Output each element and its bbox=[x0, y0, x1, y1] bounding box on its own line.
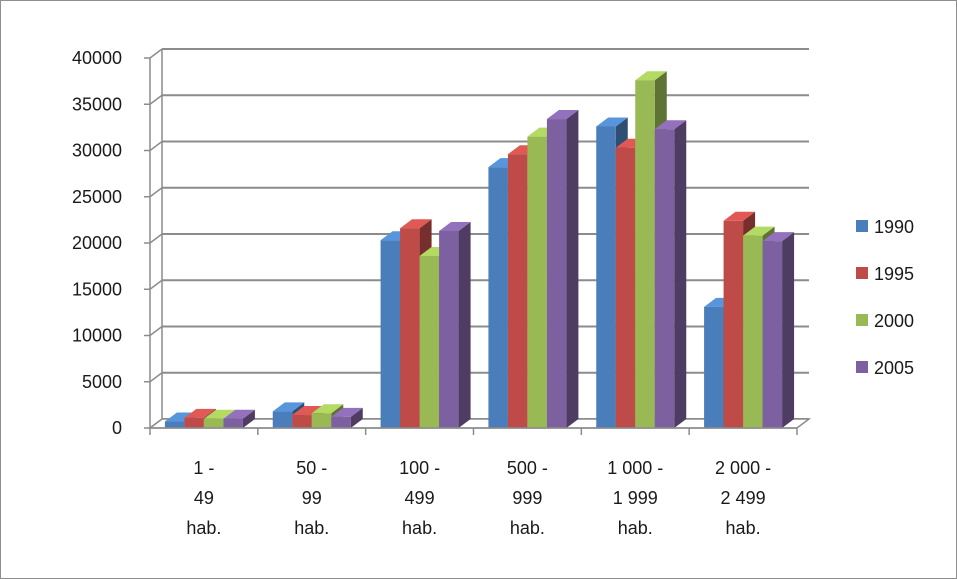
legend-label: 1990 bbox=[874, 217, 914, 237]
bar-2005-1 bbox=[331, 407, 363, 428]
y-tick-label: 15000 bbox=[72, 279, 122, 299]
bar-front bbox=[400, 228, 420, 428]
x-tick-label: 1 000 -1 999 hab. bbox=[607, 458, 663, 538]
bar-top bbox=[331, 407, 363, 417]
bar-front bbox=[439, 230, 459, 428]
bar-front bbox=[704, 306, 724, 428]
y-tick-label: 5000 bbox=[82, 372, 122, 392]
gridline-side bbox=[149, 233, 163, 244]
legend-label: 2000 bbox=[874, 311, 914, 331]
bar-front bbox=[527, 136, 547, 428]
bar-front bbox=[292, 415, 312, 428]
bar-front bbox=[223, 418, 243, 428]
bar-side bbox=[782, 232, 795, 428]
bar-top bbox=[654, 120, 687, 130]
bar-front bbox=[615, 147, 636, 428]
legend-label: 2005 bbox=[874, 358, 914, 378]
bar-top bbox=[203, 409, 236, 419]
y-tick-label: 20000 bbox=[72, 233, 122, 253]
legend: 1990 1995 2000 2005 bbox=[856, 217, 914, 378]
legend-swatch bbox=[856, 314, 868, 326]
bars-layer bbox=[164, 71, 795, 429]
x-tick-label: 1 -49 hab. bbox=[186, 458, 221, 538]
bar-2005-5 bbox=[762, 232, 795, 428]
x-tick-label: 100 -499 hab. bbox=[399, 458, 440, 538]
bar-top bbox=[596, 117, 628, 127]
bar-front bbox=[380, 240, 401, 428]
bar-side bbox=[242, 409, 255, 428]
legend-item-1990: 1990 bbox=[856, 217, 914, 237]
legend-item-2000: 2000 bbox=[856, 311, 914, 331]
bar-front bbox=[331, 416, 351, 428]
gridline-side bbox=[149, 48, 163, 59]
x-tick-label: 50 -99 hab. bbox=[294, 458, 329, 538]
bar-top bbox=[400, 219, 432, 229]
x-tick-label: 500 -999 hab. bbox=[507, 458, 548, 538]
bar-front bbox=[203, 418, 224, 428]
bar-front bbox=[596, 126, 616, 428]
bar-top bbox=[762, 232, 795, 242]
bar-side bbox=[458, 221, 471, 428]
bar-front bbox=[546, 119, 567, 429]
gridline-side bbox=[149, 94, 163, 105]
bar-front bbox=[164, 421, 185, 428]
bar-front bbox=[419, 255, 440, 428]
bar-front bbox=[743, 235, 763, 428]
y-tick-label: 10000 bbox=[72, 326, 122, 346]
bar-top bbox=[311, 404, 344, 414]
bar-front bbox=[654, 129, 675, 428]
gridline-side bbox=[149, 187, 163, 198]
bar-top bbox=[723, 211, 756, 221]
gridline-side bbox=[149, 140, 163, 152]
bar-front bbox=[184, 417, 204, 428]
x-tick-label: 2 000 -2 499 hab. bbox=[715, 458, 771, 538]
bar-2005-0 bbox=[223, 409, 255, 428]
bar-front bbox=[762, 241, 783, 428]
axis-layer: 0 5000 10000 15000 20000 25000 30000 35000 40000… bbox=[72, 48, 798, 538]
gridline-side bbox=[149, 279, 163, 290]
bar-front bbox=[507, 154, 528, 428]
legend-swatch bbox=[856, 267, 868, 279]
bar-top bbox=[292, 406, 324, 416]
y-tick-label: 25000 bbox=[72, 187, 122, 207]
bar-front bbox=[311, 413, 332, 428]
bar-top bbox=[184, 408, 216, 418]
bar-2005-2 bbox=[439, 221, 471, 428]
gridline-side bbox=[149, 372, 163, 383]
bar-side bbox=[674, 120, 687, 428]
bar-top bbox=[546, 110, 579, 120]
bar-top bbox=[272, 402, 305, 412]
bar-2005-4 bbox=[654, 120, 687, 428]
bar-top bbox=[439, 221, 471, 231]
bar-top bbox=[223, 409, 255, 419]
bar-top bbox=[743, 226, 775, 236]
bar-front bbox=[635, 80, 655, 428]
bar-front bbox=[272, 411, 293, 428]
legend-label: 1995 bbox=[874, 264, 914, 284]
y-tick-label: 35000 bbox=[72, 94, 122, 114]
legend-swatch bbox=[856, 220, 868, 232]
bar-side bbox=[566, 110, 579, 429]
bar-front bbox=[723, 220, 744, 428]
legend-item-1995: 1995 bbox=[856, 264, 914, 284]
y-tick-label: 40000 bbox=[72, 48, 122, 68]
y-tick-label: 30000 bbox=[72, 141, 122, 161]
legend-item-2005: 2005 bbox=[856, 358, 914, 378]
y-tick-label: 0 bbox=[112, 418, 122, 438]
gridline-side bbox=[149, 325, 163, 337]
legend-swatch bbox=[856, 361, 868, 373]
bar-2005-3 bbox=[546, 110, 579, 429]
bar-top bbox=[635, 71, 667, 81]
bar-front bbox=[488, 167, 508, 428]
bar-side bbox=[350, 407, 363, 428]
